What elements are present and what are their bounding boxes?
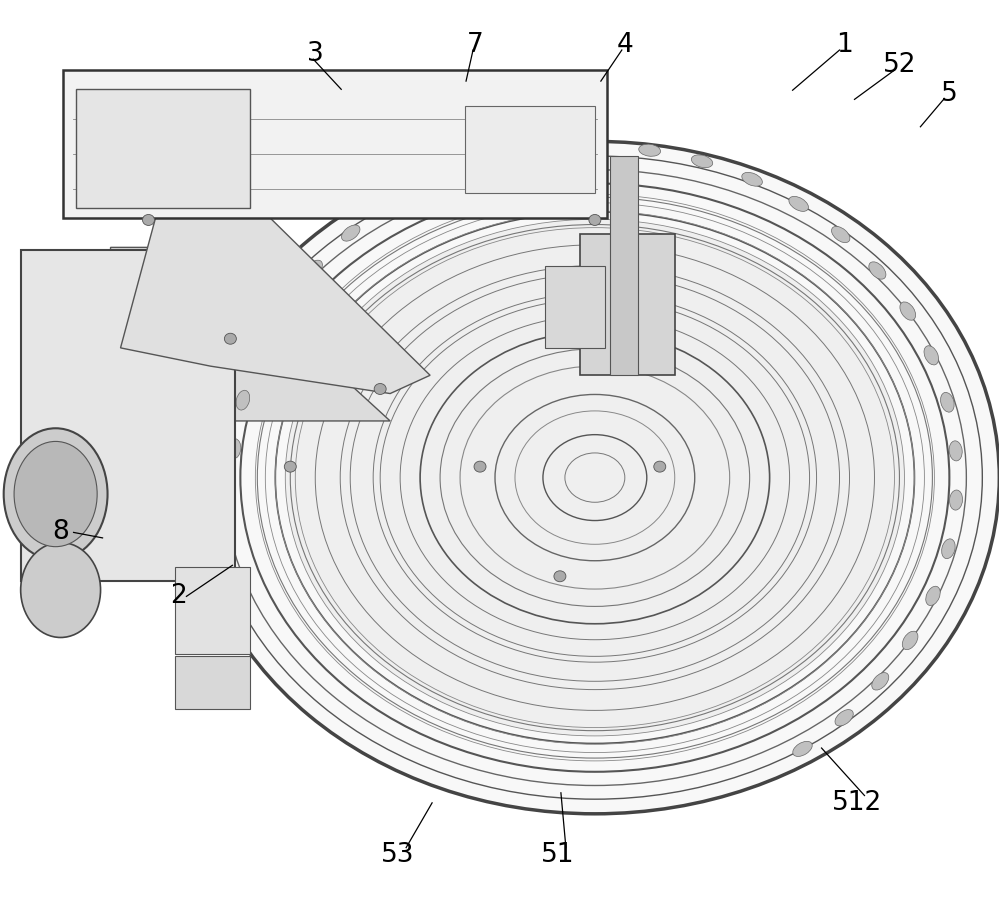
- Bar: [580, 233, 675, 375]
- Ellipse shape: [275, 300, 291, 318]
- Ellipse shape: [429, 171, 450, 185]
- Ellipse shape: [21, 543, 101, 638]
- Ellipse shape: [902, 631, 918, 650]
- Ellipse shape: [284, 461, 296, 472]
- Ellipse shape: [142, 214, 154, 225]
- Ellipse shape: [14, 441, 97, 546]
- Ellipse shape: [554, 571, 566, 582]
- Text: 512: 512: [832, 790, 883, 816]
- Ellipse shape: [949, 441, 962, 461]
- Ellipse shape: [383, 195, 403, 210]
- Ellipse shape: [639, 145, 661, 156]
- Bar: [21, 250, 235, 581]
- Ellipse shape: [228, 438, 241, 458]
- Ellipse shape: [872, 673, 889, 690]
- Polygon shape: [121, 218, 430, 393]
- Bar: [545, 265, 605, 348]
- Ellipse shape: [531, 144, 553, 156]
- Ellipse shape: [190, 142, 999, 813]
- Ellipse shape: [900, 302, 916, 320]
- Ellipse shape: [926, 587, 940, 606]
- Polygon shape: [111, 247, 390, 421]
- Ellipse shape: [342, 225, 360, 242]
- Ellipse shape: [4, 428, 108, 560]
- Text: 51: 51: [541, 842, 575, 868]
- Ellipse shape: [793, 741, 812, 757]
- Ellipse shape: [832, 226, 850, 242]
- Ellipse shape: [252, 344, 267, 363]
- Ellipse shape: [479, 155, 501, 167]
- Ellipse shape: [589, 214, 601, 225]
- Text: 8: 8: [52, 520, 69, 545]
- Bar: [175, 567, 250, 654]
- Bar: [610, 156, 638, 375]
- Ellipse shape: [374, 383, 386, 394]
- Bar: [175, 656, 250, 709]
- Ellipse shape: [742, 172, 762, 186]
- Text: 1: 1: [836, 31, 853, 58]
- Bar: [465, 106, 595, 192]
- Text: 4: 4: [616, 31, 633, 58]
- Text: 3: 3: [307, 40, 324, 67]
- Bar: [63, 70, 607, 218]
- Ellipse shape: [474, 461, 486, 472]
- Text: 52: 52: [883, 51, 916, 78]
- Ellipse shape: [285, 220, 904, 736]
- Ellipse shape: [941, 393, 954, 412]
- Ellipse shape: [224, 333, 236, 344]
- Ellipse shape: [950, 490, 963, 510]
- Ellipse shape: [236, 391, 250, 410]
- Text: 7: 7: [467, 31, 483, 58]
- Ellipse shape: [585, 141, 607, 153]
- Ellipse shape: [789, 197, 808, 211]
- Bar: [76, 90, 250, 208]
- Ellipse shape: [869, 262, 886, 279]
- Ellipse shape: [924, 346, 939, 365]
- Ellipse shape: [835, 710, 853, 726]
- Ellipse shape: [942, 539, 955, 559]
- Text: 2: 2: [170, 584, 187, 609]
- Ellipse shape: [305, 260, 322, 277]
- Text: 53: 53: [381, 842, 415, 868]
- Text: 5: 5: [941, 81, 958, 107]
- Ellipse shape: [654, 461, 666, 472]
- Ellipse shape: [691, 155, 713, 167]
